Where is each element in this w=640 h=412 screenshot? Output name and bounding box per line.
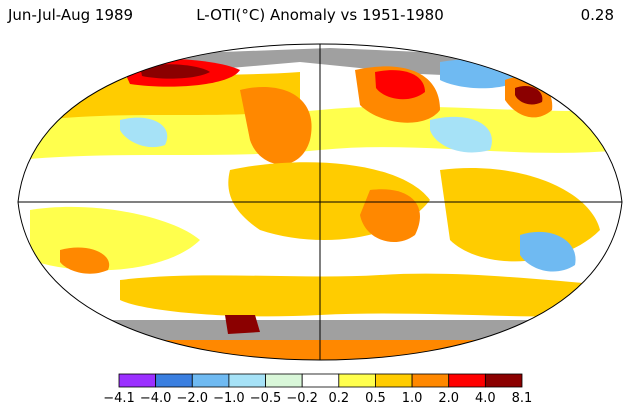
legend-tick-label: 0.2 bbox=[328, 391, 349, 406]
legend-swatch bbox=[229, 374, 266, 387]
legend-swatch bbox=[339, 374, 376, 387]
legend-swatch bbox=[302, 374, 339, 387]
legend-tick-label: 8.1 bbox=[512, 391, 533, 406]
legend-swatch bbox=[449, 374, 486, 387]
legend-swatch bbox=[412, 374, 449, 387]
legend-swatch bbox=[485, 374, 522, 387]
legend-swatch bbox=[192, 374, 229, 387]
legend-swatch bbox=[119, 374, 156, 387]
legend-tick-label: −2.0 bbox=[176, 391, 208, 406]
legend-tick-label: 1.0 bbox=[402, 391, 423, 406]
legend-tick-label: −4.0 bbox=[140, 391, 172, 406]
legend-swatch bbox=[156, 374, 193, 387]
legend-tick-label: 0.5 bbox=[365, 391, 386, 406]
legend-tick-label: −1.0 bbox=[213, 391, 245, 406]
legend-tick-label: −0.5 bbox=[250, 391, 282, 406]
legend-tick-label: 4.0 bbox=[475, 391, 496, 406]
legend-tick-label: −4.1 bbox=[103, 391, 135, 406]
legend-swatch bbox=[375, 374, 412, 387]
legend-tick-label: 2.0 bbox=[438, 391, 459, 406]
legend-tick-label: −0.2 bbox=[286, 391, 318, 406]
legend-swatch bbox=[266, 374, 303, 387]
